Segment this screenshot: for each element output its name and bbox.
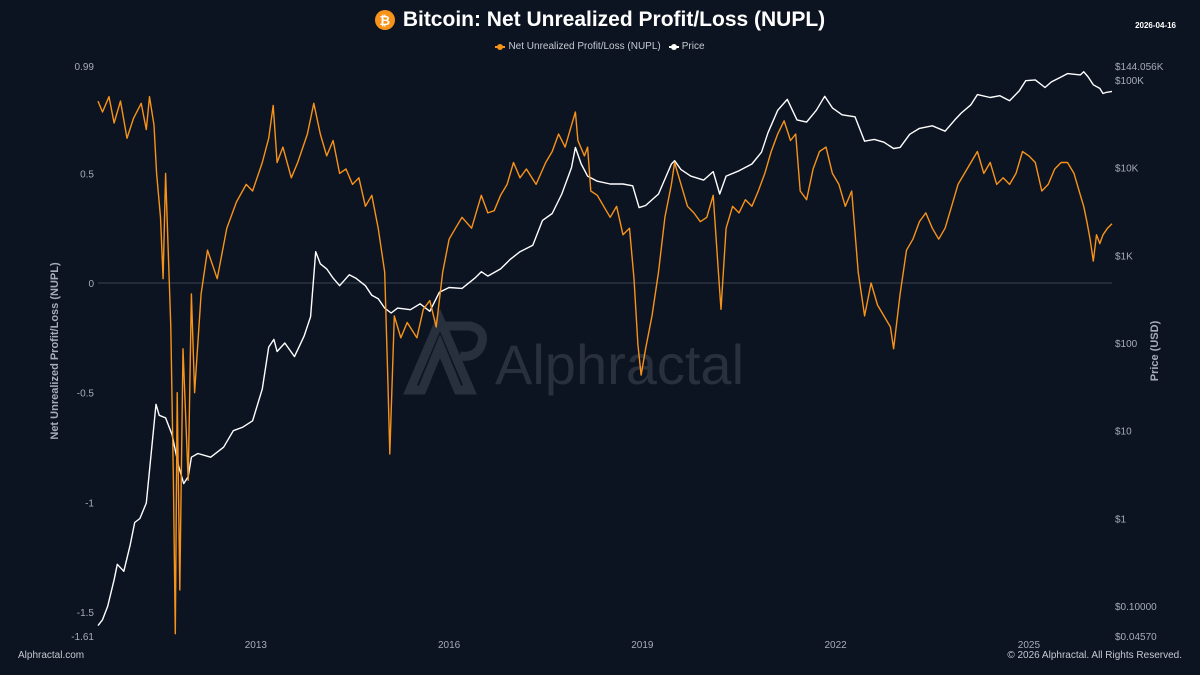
- right-axis-tick-label: $1K: [1115, 251, 1133, 262]
- date-stamp: 2026-04-16: [1135, 21, 1176, 30]
- nupl-series-line: [97, 95, 1113, 635]
- left-axis-tick-label: 0.5: [80, 169, 94, 180]
- right-axis-tick-label: $144.056K: [1115, 62, 1164, 73]
- footer-site: Alphractal.com: [18, 650, 85, 661]
- right-axis-tick-label: $10: [1115, 427, 1132, 438]
- legend-swatch-price: [668, 43, 679, 50]
- footer-copyright: © 2026 Alphractal. All Rights Reserved.: [1007, 650, 1182, 661]
- legend: Net Unrealized Profit/Loss (NUPL) Price: [0, 41, 1200, 52]
- right-axis-tick-label: $10K: [1115, 164, 1139, 175]
- x-axis-tick-label: 2025: [1018, 640, 1041, 651]
- legend-label-price: Price: [681, 41, 705, 52]
- left-axis-tick-label: -1: [85, 498, 94, 509]
- left-axis-tick-label: 0.99: [75, 62, 95, 73]
- watermark: Alphractal: [403, 308, 744, 396]
- left-axis-tick-label: -1.5: [77, 608, 95, 619]
- right-axis-tick-label: $0.10000: [1115, 602, 1157, 613]
- right-axis-title: Price (USD): [1149, 320, 1161, 381]
- legend-item-price[interactable]: Price: [668, 41, 705, 52]
- legend-swatch-nupl: [495, 43, 506, 50]
- left-axis-tick-label: 0: [88, 279, 94, 290]
- chart-title: Bitcoin: Net Unrealized Profit/Loss (NUP…: [402, 8, 826, 31]
- x-axis-tick-label: 2019: [631, 640, 654, 651]
- left-axis-tick-label: -1.61: [71, 632, 94, 643]
- x-axis-tick-label: 2013: [245, 640, 268, 651]
- x-axis-tick-label: 2016: [438, 640, 461, 651]
- right-axis-tick-label: $0.04570: [1115, 632, 1157, 643]
- chart-title-row: ₿ Bitcoin: Net Unrealized Profit/Loss (N…: [0, 8, 1200, 32]
- price-series-line: [97, 70, 1113, 627]
- legend-item-nupl[interactable]: Net Unrealized Profit/Loss (NUPL): [495, 41, 661, 52]
- left-axis-title: Net Unrealized Profit/Loss (NUPL): [49, 262, 61, 440]
- bitcoin-icon: ₿: [374, 10, 395, 30]
- legend-label-nupl: Net Unrealized Profit/Loss (NUPL): [508, 41, 661, 52]
- watermark-text: Alphractal: [495, 333, 744, 396]
- watermark-logo-icon: [403, 308, 487, 395]
- right-axis-tick-label: $1: [1115, 514, 1127, 525]
- left-axis-tick-label: -0.5: [77, 389, 95, 400]
- x-axis-tick-label: 2022: [825, 640, 848, 651]
- right-axis-tick-label: $100K: [1115, 76, 1144, 87]
- right-axis-tick-label: $100: [1115, 339, 1138, 350]
